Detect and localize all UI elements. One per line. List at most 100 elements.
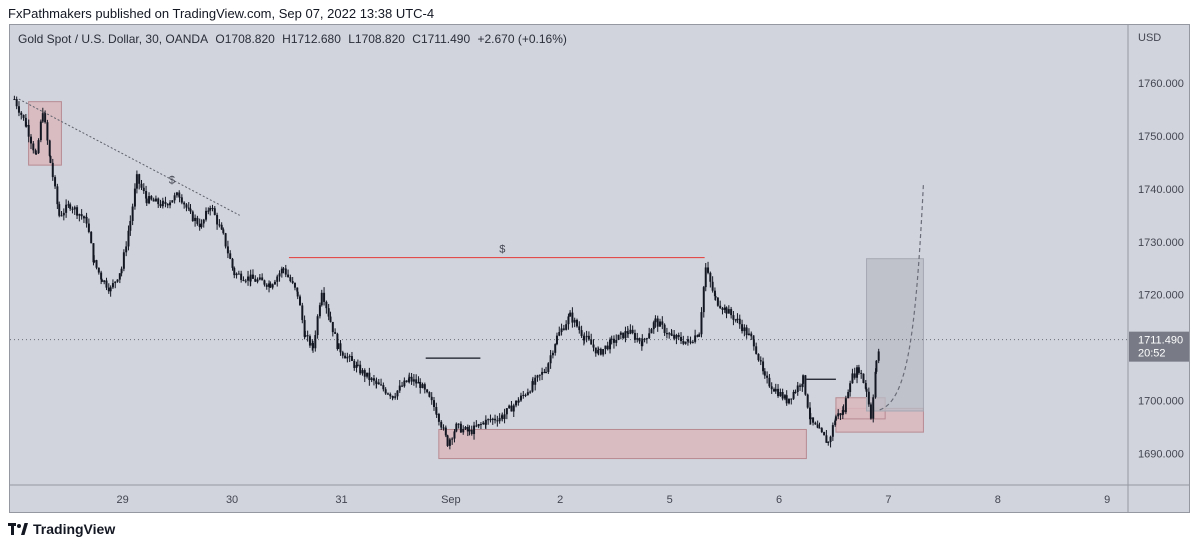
tradingview-footer[interactable]: TradingView <box>8 518 115 540</box>
candle-body <box>777 388 780 397</box>
candle-body <box>629 329 632 334</box>
candle-body <box>734 319 737 321</box>
price-tick-label: 1720.000 <box>1138 290 1184 302</box>
candle-body <box>743 327 746 332</box>
candle-body <box>150 196 153 200</box>
candle-body <box>180 197 183 203</box>
candle-body <box>437 414 440 422</box>
candle-body <box>636 338 639 340</box>
candle-body <box>403 380 406 387</box>
candle-body <box>599 348 602 355</box>
candle-body <box>35 153 38 155</box>
candle-body <box>547 363 550 373</box>
candle-body <box>529 391 532 393</box>
candle-body <box>750 333 753 337</box>
candle-body <box>408 376 411 379</box>
candle-body <box>519 395 522 401</box>
candle-body <box>619 332 622 335</box>
candle-body <box>834 416 837 421</box>
candle-body <box>372 378 375 381</box>
candle-body <box>405 380 408 382</box>
candle-body <box>198 223 201 228</box>
candle-body <box>391 396 394 398</box>
candle-body <box>689 341 692 343</box>
candle-body <box>853 373 856 378</box>
time-tick-label: 9 <box>1104 494 1110 506</box>
candle-body <box>799 385 802 387</box>
candle-body <box>185 204 188 208</box>
candle-body <box>325 301 328 309</box>
candle-body <box>680 336 683 342</box>
candle-body <box>698 334 701 337</box>
candle-body <box>366 372 369 377</box>
candle-body <box>757 353 760 361</box>
candle-body <box>638 338 641 342</box>
candle-body <box>827 442 830 444</box>
candle-body <box>175 192 178 196</box>
candle-body <box>218 224 221 226</box>
legend-low: L1708.820 <box>348 32 405 46</box>
candle-body <box>762 361 765 372</box>
current-price-tag <box>1129 331 1189 362</box>
candle-body <box>191 211 194 222</box>
candle-body <box>291 281 294 283</box>
candle-body <box>363 370 366 377</box>
candle-body <box>781 392 784 399</box>
candle-body <box>459 423 462 433</box>
candle-body <box>489 419 492 421</box>
candle-body <box>711 281 714 291</box>
candle-body <box>162 201 165 203</box>
candle-body <box>565 324 568 330</box>
candle-body <box>684 341 687 344</box>
candle-body <box>258 277 261 280</box>
candle-body <box>339 343 342 353</box>
candle-body <box>510 405 513 412</box>
candle-body <box>487 419 490 421</box>
time-tick-label: Sep <box>441 494 461 506</box>
candle-body <box>770 386 773 390</box>
candle-body <box>129 220 132 231</box>
candle-body <box>359 364 362 374</box>
candle-body <box>32 143 35 151</box>
price-tick-label: 1750.000 <box>1138 131 1184 143</box>
candle-body <box>318 305 321 317</box>
candle-body <box>652 322 655 330</box>
candle-body <box>78 214 81 216</box>
candle-body <box>213 208 216 215</box>
candle-body <box>477 424 480 427</box>
candle-body <box>468 429 471 432</box>
candle-body <box>804 375 807 395</box>
candle-body <box>700 312 703 335</box>
candle-body <box>316 316 319 336</box>
candle-body <box>741 324 744 332</box>
candle-body <box>612 338 615 343</box>
candle-body <box>727 309 730 314</box>
candle-body <box>752 339 755 347</box>
candle-body <box>694 335 697 342</box>
candle-body <box>554 344 557 353</box>
candle-body <box>265 284 268 287</box>
candle-body <box>384 389 387 394</box>
candle-body <box>592 344 595 348</box>
candle-body <box>545 371 548 373</box>
candle-body <box>306 335 309 337</box>
candle-body <box>268 283 271 287</box>
candle-body <box>875 360 878 372</box>
liquidity-dollar-label: $ <box>169 175 175 187</box>
legend-symbol[interactable]: Gold Spot / U.S. Dollar, 30, OANDA <box>18 32 209 46</box>
candle-body <box>702 287 705 313</box>
candle-body <box>462 428 465 433</box>
candle-body <box>602 349 605 355</box>
candle-body <box>610 338 613 340</box>
candle-body <box>293 282 296 288</box>
candle-body <box>732 315 735 320</box>
candle-body <box>538 374 541 376</box>
candle-body <box>327 308 330 317</box>
candle-body <box>303 320 306 337</box>
candle-body <box>24 117 27 127</box>
candle-body <box>818 427 821 429</box>
candle-body <box>120 268 123 274</box>
liquidity-dollar-label: $ <box>499 243 505 255</box>
candle-body <box>157 198 160 205</box>
